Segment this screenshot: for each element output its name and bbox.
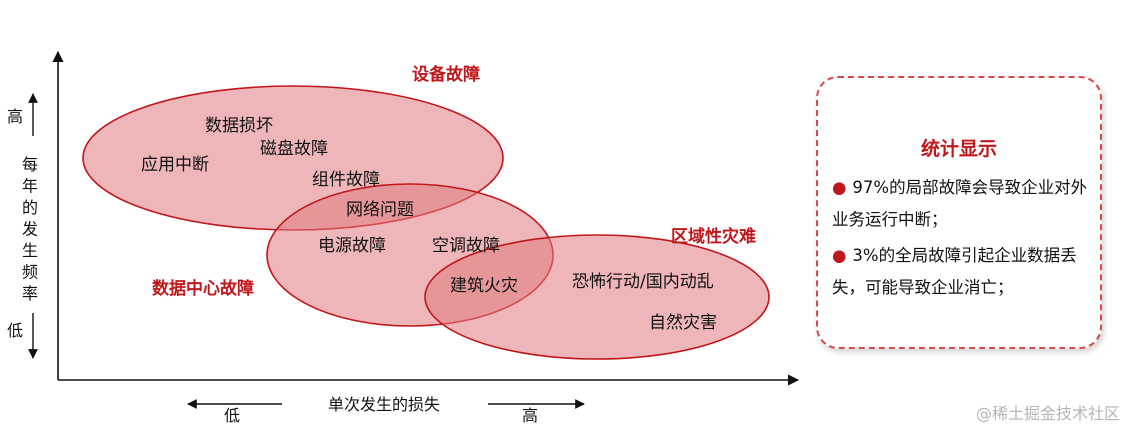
- item-terrorism-unrest: 恐怖行动/国内动乱: [572, 272, 714, 292]
- item-ac-failure: 空调故障: [432, 236, 500, 256]
- regional-disaster-ellipse: [424, 234, 770, 360]
- item-building-fire: 建筑火灾: [450, 276, 518, 296]
- item-application-interruption: 应用中断: [141, 155, 209, 175]
- x-axis-low-label: 低: [224, 406, 240, 425]
- y-axis-high-label: 高: [7, 107, 23, 126]
- y-axis-label-char: 率: [22, 284, 38, 303]
- y-axis-label-char: 生: [22, 241, 38, 260]
- statistics-box: 统计显示 ● 97%的局部故障会导致企业对外业务运行中断； ● 3%的全局故障引起企…: [816, 76, 1102, 349]
- bullet-dot-icon: ●: [832, 178, 847, 197]
- x-axis-high-label: 高: [522, 406, 538, 425]
- item-data-corruption: 数据损坏: [205, 116, 273, 136]
- item-network-issue: 网络问题: [346, 200, 414, 220]
- category-equipment-failure: 设备故障: [412, 64, 480, 85]
- y-axis-low-label: 低: [7, 321, 23, 340]
- y-axis-label-char: 年: [22, 177, 38, 196]
- bullet-dot-icon: ●: [832, 246, 847, 265]
- category-datacenter-failure: 数据中心故障: [152, 278, 254, 299]
- statistics-bullet-1: ● 97%的局部故障会导致企业对外业务运行中断；: [832, 172, 1094, 236]
- category-regional-disaster: 区域性灾难: [671, 226, 756, 247]
- item-natural-disaster: 自然灾害: [649, 313, 717, 333]
- statistics-bullet-2-text: 3%的全局故障引起企业数据丢失，可能导致企业消亡；: [832, 246, 1077, 297]
- watermark: @稀土掘金技术社区: [975, 404, 1120, 423]
- statistics-bullet-1-text: 97%的局部故障会导致企业对外业务运行中断；: [832, 178, 1088, 229]
- item-component-failure: 组件故障: [312, 170, 380, 190]
- y-axis-label-char: 频: [22, 263, 38, 282]
- y-axis-label-char: 的: [22, 198, 38, 217]
- statistics-bullet-2: ● 3%的全局故障引起企业数据丢失，可能导致企业消亡；: [832, 240, 1094, 304]
- y-axis-label-char: 每: [22, 155, 38, 174]
- statistics-title: 统计显示: [920, 138, 997, 160]
- item-disk-failure: 磁盘故障: [260, 139, 328, 159]
- item-power-failure: 电源故障: [318, 236, 386, 256]
- x-axis-label: 单次发生的损失: [328, 395, 440, 414]
- y-axis-label-char: 发: [22, 220, 38, 239]
